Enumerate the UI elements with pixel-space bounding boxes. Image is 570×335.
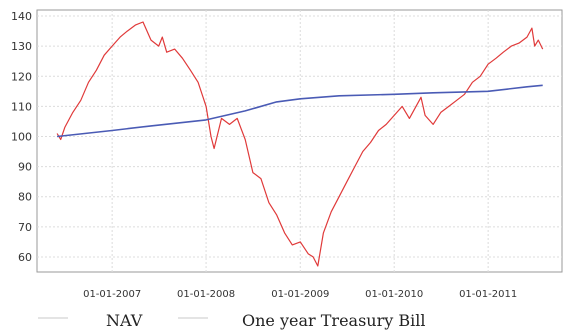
series-line-tbill: [57, 84, 543, 138]
y-tick-label: 70: [18, 221, 32, 234]
x-tick-label: 01-01-2009: [271, 289, 329, 300]
x-axis-ticks: 01-01-2007 01-01-2008 01-01-2009 01-01-2010…: [83, 289, 517, 300]
y-tick-label: 90: [18, 161, 32, 174]
x-tick-label: 01-01-2011: [459, 289, 517, 300]
grid-lines: [37, 10, 562, 272]
y-tick-label: 120: [11, 70, 32, 83]
y-tick-label: 110: [11, 100, 32, 113]
series-lines: [56, 21, 544, 267]
y-tick-label: 140: [11, 10, 32, 23]
legend-label-tbill: One year Treasury Bill: [242, 311, 425, 330]
y-tick-label: 80: [18, 191, 32, 204]
y-axis-ticks: 60 70 80 90 100 110 120 130 140: [11, 10, 32, 264]
y-tick-label: 100: [11, 130, 32, 143]
y-tick-label: 60: [18, 251, 32, 264]
series-line-nav: [56, 21, 544, 267]
x-tick-label: 01-01-2010: [365, 289, 423, 300]
legend: NAV One year Treasury Bill: [38, 311, 425, 330]
x-tick-label: 01-01-2008: [177, 289, 235, 300]
x-tick-label: 01-01-2007: [83, 289, 141, 300]
legend-label-nav: NAV: [106, 311, 143, 330]
y-tick-label: 130: [11, 40, 32, 53]
plot-background: [36, 9, 563, 273]
